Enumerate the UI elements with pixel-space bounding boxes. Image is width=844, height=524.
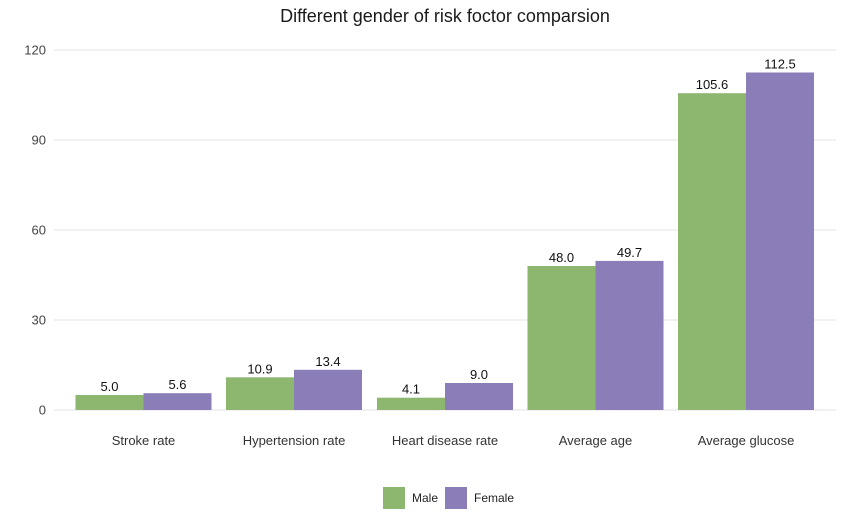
bar-female [595,260,664,410]
y-axis-ticks: 0 30 60 90 120 [24,43,46,418]
data-label: 4.1 [402,382,420,397]
bar-male [527,266,596,410]
x-category-label: Heart disease rate [392,433,498,448]
legend-label: Male [412,491,438,505]
bars [75,72,814,410]
data-label: 10.9 [247,361,272,376]
data-label: 13.4 [315,354,340,369]
legend-swatch-female [445,487,467,509]
y-tick-label: 0 [39,403,46,418]
legend: Male Female [383,487,514,509]
bar-male [678,93,746,410]
bar-male [377,397,445,410]
data-label: 9.0 [470,367,488,382]
bar-female [143,393,212,410]
y-tick-label: 30 [32,313,46,328]
y-tick-label: 90 [32,133,46,148]
x-category-label: Average glucose [698,433,795,448]
bar-female [445,383,513,410]
data-label: 5.6 [168,377,186,392]
x-axis-categories: Stroke rate Hypertension rate Heart diseas… [112,433,795,448]
bar-male [75,395,144,410]
data-label: 105.6 [696,77,729,92]
legend-swatch-male [383,487,405,509]
x-category-label: Average age [559,433,633,448]
data-label: 5.0 [100,379,118,394]
data-label: 112.5 [764,57,796,72]
data-labels: 5.0 5.6 10.9 13.4 4.1 9.0 48.0 49.7 105.6 112.5 [100,57,795,397]
bar-female [294,369,362,410]
x-category-label: Stroke rate [112,433,176,448]
x-category-label: Hypertension rate [243,433,346,448]
y-tick-label: 60 [32,223,46,238]
bar-male [226,377,294,410]
data-label: 48.0 [549,250,574,265]
y-tick-label: 120 [24,43,46,58]
bar-female [746,72,814,410]
data-label: 49.7 [617,245,642,260]
legend-label: Female [474,491,514,505]
chart-title: Different gender of risk foctor comparsi… [280,6,610,26]
